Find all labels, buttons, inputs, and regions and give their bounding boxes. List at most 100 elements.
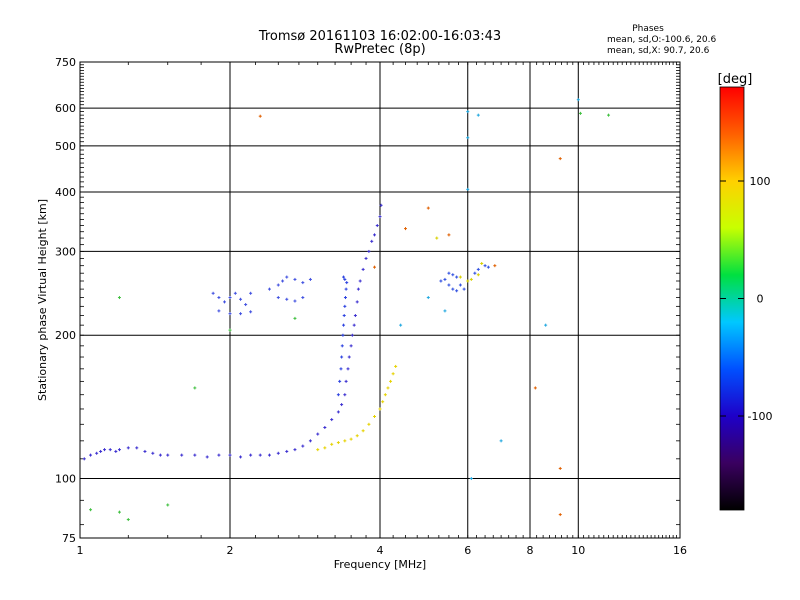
y-axis-label: Stationary phase Virtual Height [km] [36,199,49,401]
data-points [82,98,611,522]
data-point [308,439,312,443]
data-point [135,446,139,450]
data-point [355,300,359,304]
x-tick-label: 4 [377,544,384,557]
data-point [258,453,262,457]
data-point [350,333,354,337]
data-point [576,98,580,102]
data-point [483,264,487,268]
data-point [99,449,103,453]
data-point [455,289,459,293]
data-point [316,432,320,436]
data-point [228,453,232,457]
data-point [378,407,382,411]
data-point [361,429,365,433]
data-point [462,287,466,291]
data-point [486,265,490,269]
data-point [285,449,289,453]
data-point [469,477,473,481]
data-point [343,277,347,281]
data-point [394,364,398,368]
data-point [343,393,347,397]
data-point [355,434,359,438]
data-point [180,453,184,457]
data-point [249,291,253,295]
data-point [323,446,327,450]
data-point [336,441,340,445]
data-point [276,296,280,300]
data-point [367,422,371,426]
data-point [228,296,232,300]
data-point [293,316,297,320]
data-point [342,323,346,327]
data-point [451,287,455,291]
data-point [82,457,86,461]
data-point [426,206,430,210]
x-tick-label: 10 [571,544,585,557]
data-point [340,403,344,407]
data-point [466,110,470,114]
data-point [341,333,345,337]
data-point [466,187,470,191]
data-point [358,279,362,283]
data-point [108,448,112,452]
data-point [344,287,348,291]
data-point [330,418,334,422]
data-point [117,296,121,300]
data-point [276,283,280,287]
data-point [249,453,253,457]
x-tick-label: 1 [77,544,84,557]
data-point [403,227,407,231]
x-tick-label: 8 [527,544,534,557]
data-point [383,393,387,397]
data-point [301,281,305,285]
data-point [244,303,248,307]
colorbar-tick-label: 0 [757,293,764,306]
data-point [458,283,462,287]
data-point [267,453,271,457]
data-point [476,273,480,277]
data-point [217,296,221,300]
data-point [342,314,346,318]
data-point [343,296,347,300]
data-point [558,157,562,161]
data-point [370,239,374,243]
data-point [143,449,147,453]
data-point [340,355,344,359]
data-point [281,279,285,283]
data-point [193,453,197,457]
data-point [381,400,385,404]
data-point [126,446,130,450]
data-point [466,136,470,140]
data-point [285,275,289,279]
data-point [95,451,99,455]
data-point [193,386,197,390]
y-tick-label: 600 [55,102,76,115]
data-point [364,256,368,260]
data-point [166,453,170,457]
data-point [285,297,289,301]
data-point [544,323,548,327]
data-point [480,261,484,265]
data-point [344,379,348,383]
y-tick-label: 400 [55,186,76,199]
y-tick-label: 500 [55,140,76,153]
data-point [476,113,480,117]
data-point [389,379,393,383]
data-point [607,113,611,117]
data-point [89,453,93,457]
data-point [89,508,93,512]
x-tick-label: 16 [673,544,687,557]
data-point [558,466,562,470]
colorbar-tick-label: -100 [748,410,773,423]
y-tick-label: 75 [62,532,76,545]
chart-title: Tromsø 20161103 16:02:00-16:03:43 [258,29,501,44]
data-point [399,323,403,327]
data-point [293,299,297,303]
data-point [386,386,390,390]
data-point [346,367,350,371]
data-point [455,275,459,279]
data-point [451,273,455,277]
data-point [443,277,447,281]
